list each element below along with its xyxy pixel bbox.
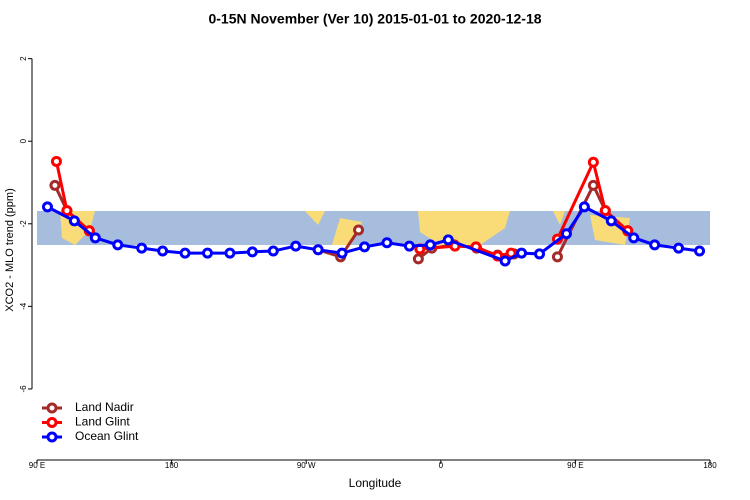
data-point [605, 215, 617, 227]
data-point [61, 205, 73, 217]
data-point [628, 232, 640, 244]
data-point [224, 247, 236, 259]
series [41, 201, 706, 267]
data-point [578, 201, 590, 213]
data-point [246, 246, 258, 258]
chart-title: 0-15N November (Ver 10) 2015-01-01 to 20… [208, 11, 541, 27]
data-point [587, 179, 599, 191]
x-axis-label: Longitude [349, 476, 402, 490]
land [305, 211, 325, 225]
y-tick-label: 2 [19, 56, 28, 61]
legend-label: Land Glint [75, 415, 130, 429]
data-point [336, 247, 348, 259]
data-point [694, 245, 706, 257]
y-tick-label: 0 [19, 138, 28, 143]
legend-marker [46, 417, 58, 428]
data-point [50, 155, 62, 167]
legend-marker [46, 402, 58, 414]
data-point [89, 232, 101, 244]
y-tick-label: -6 [19, 385, 28, 393]
data-point [442, 234, 454, 246]
y-axis-label: XCO2 - MLO trend (ppm) [4, 188, 16, 311]
data-point [179, 247, 191, 259]
data-point [560, 228, 572, 240]
data-point [68, 215, 80, 227]
land [553, 211, 565, 225]
x-tick-label: 90 W [297, 461, 316, 470]
data-point [424, 239, 436, 251]
data-point [599, 205, 611, 217]
data-point [403, 240, 415, 252]
x-tick-label: 90 E [567, 461, 583, 470]
data-point [290, 240, 302, 252]
legend-label: Land Nadir [75, 400, 134, 414]
data-point [201, 247, 213, 259]
data-point [49, 179, 61, 191]
data-point [534, 248, 546, 260]
data-point [516, 247, 528, 259]
x-tick-label: 90 E [29, 461, 45, 470]
legend-label: Ocean Glint [75, 429, 139, 443]
data-point [359, 241, 371, 253]
data-point [412, 253, 424, 265]
data-point [157, 245, 169, 257]
x-tick-label: 0 [439, 461, 444, 470]
data-point [267, 245, 279, 257]
data-point [587, 156, 599, 168]
data-point [649, 239, 661, 251]
data-point [353, 224, 365, 236]
data-point [312, 244, 324, 256]
land [418, 211, 510, 245]
data-point [136, 242, 148, 254]
data-point [41, 201, 53, 213]
land [332, 218, 362, 245]
y-tick-label: -2 [19, 220, 28, 228]
data-point [112, 239, 124, 251]
legend-marker [46, 431, 58, 443]
data-point [673, 242, 685, 254]
y-tick-label: -4 [19, 302, 28, 310]
data-point [499, 255, 511, 267]
data-point [381, 237, 393, 249]
data-point [551, 251, 563, 263]
x-tick-label: 180 [165, 461, 179, 470]
x-tick-label: 180 [703, 461, 717, 470]
